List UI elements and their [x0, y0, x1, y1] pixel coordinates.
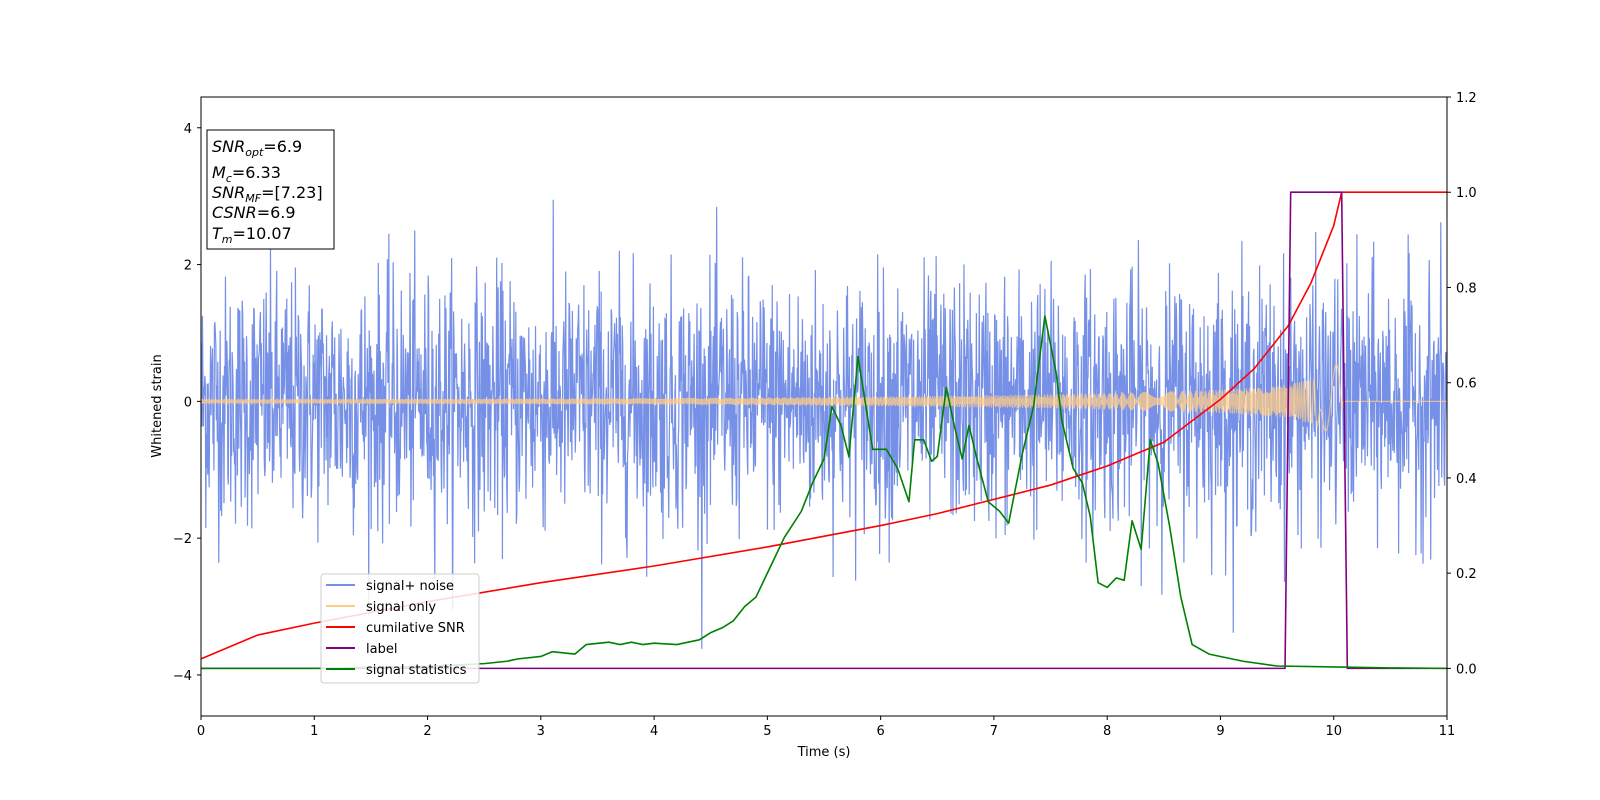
- legend-label-cumulative-snr: cumilative SNR: [366, 621, 465, 636]
- x-tick-label: 0: [197, 724, 205, 739]
- y-axis-label-left: Whitened strain: [150, 354, 165, 457]
- annotation-snr-opt: SNRopt=6.9: [212, 137, 302, 159]
- x-tick-label: 8: [1103, 724, 1111, 739]
- annotation-tm: Tm=10.07: [212, 224, 292, 246]
- y-right-tick-label: 0.8: [1456, 281, 1477, 296]
- y-left-tick-label: 2: [184, 259, 192, 274]
- tick-layer: 0 1 2 3 4 5 6 7 8 9 10 11 4 2 0 −2 −4 1.2 1.0 0.8 0.6 0.4 0.2 0…: [173, 91, 1477, 739]
- legend-item-signal-noise: signal+ noise: [326, 579, 454, 594]
- y-right-tick-label: 1.0: [1456, 186, 1477, 201]
- x-axis-label: Time (s): [797, 745, 851, 760]
- legend: signal+ noise signal only cumilative SNR…: [320, 573, 480, 684]
- legend-label-label: label: [366, 642, 397, 657]
- legend-box: [320, 573, 480, 684]
- x-tick-label: 1: [310, 724, 318, 739]
- y-right-tick-label: 0.2: [1456, 567, 1477, 582]
- x-tick-label: 5: [763, 724, 771, 739]
- legend-label-signal-only: signal only: [366, 600, 436, 615]
- series-signal-noise: [201, 199, 1447, 649]
- x-tick-label: 3: [537, 724, 545, 739]
- x-tick-label: 11: [1439, 724, 1456, 739]
- x-tick-label: 10: [1325, 724, 1342, 739]
- x-tick-label: 4: [650, 724, 658, 739]
- y-right-tick-label: 0.0: [1456, 662, 1477, 677]
- plot-frame: [200, 96, 1448, 717]
- x-tick-label: 7: [990, 724, 998, 739]
- series-label: [201, 191, 1447, 670]
- annotation-csnr: CSNR=6.9: [212, 203, 296, 222]
- y-right-tick-label: 0.6: [1456, 377, 1477, 392]
- x-tick-label: 2: [423, 724, 431, 739]
- y-right-tick-label: 1.2: [1456, 91, 1477, 106]
- legend-item-signal-statistics: signal statistics: [326, 663, 467, 678]
- legend-item-label: label: [326, 642, 397, 657]
- legend-item-signal-only: signal only: [326, 600, 436, 615]
- y-left-tick-label: −4: [173, 669, 192, 684]
- y-right-tick-label: 0.4: [1456, 472, 1477, 487]
- series-signal-only: [201, 363, 1447, 432]
- x-tick-label: 9: [1216, 724, 1224, 739]
- legend-label-signal-statistics: signal statistics: [366, 663, 467, 678]
- x-tick-label: 6: [876, 724, 884, 739]
- series-signal-statistics: [201, 315, 1447, 670]
- legend-label-signal-noise: signal+ noise: [366, 579, 454, 594]
- y-left-tick-label: 4: [184, 122, 192, 137]
- y-left-tick-label: 0: [184, 395, 192, 410]
- y-left-tick-label: −2: [173, 532, 192, 547]
- annotation-snr-mf: SNRMF=[7.23]: [212, 183, 323, 205]
- legend-item-cumulative-snr: cumilative SNR: [326, 621, 465, 636]
- stats-annotation: SNRopt=6.9 Mc=6.33 SNRMF=[7.23] CSNR=6.9…: [206, 129, 335, 250]
- annotation-mc: Mc=6.33: [212, 163, 281, 185]
- annotation-box: [206, 129, 335, 250]
